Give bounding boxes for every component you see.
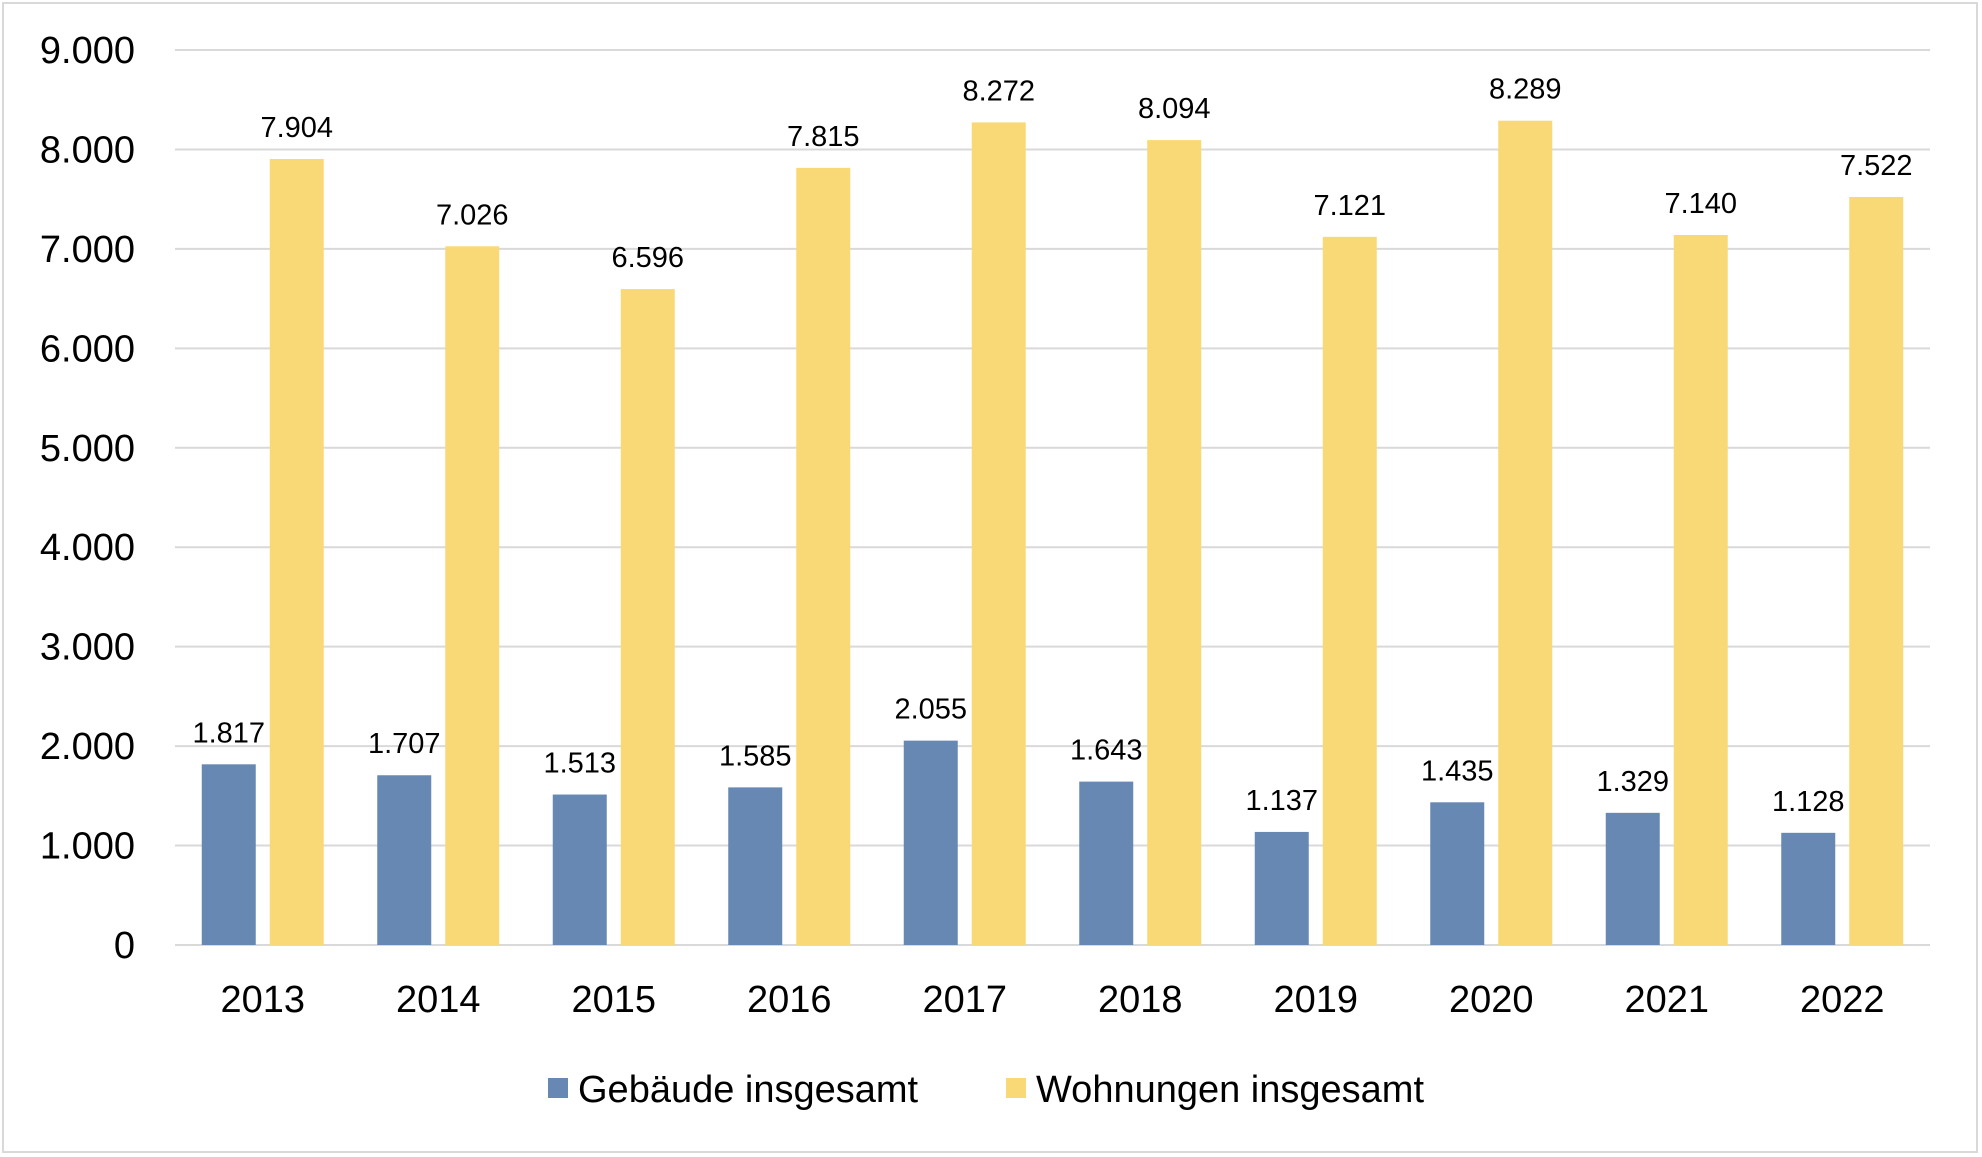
legend: Gebäude insgesamt Wohnungen insgesamt bbox=[548, 1069, 1424, 1111]
data-label-wohnungen-2015: 6.596 bbox=[611, 242, 684, 274]
gridlines bbox=[175, 49, 1930, 946]
y-tick-label: 3.000 bbox=[40, 627, 135, 669]
y-tick-label: 7.000 bbox=[40, 229, 135, 271]
x-tick-label: 2022 bbox=[1800, 979, 1885, 1021]
y-axis-tick-labels: 0 1.000 2.000 3.000 4.000 5.000 6.000 7.000 8.00… bbox=[40, 30, 135, 967]
data-label-wohnungen-2016: 7.815 bbox=[787, 121, 860, 153]
bar-gebaeude-2021 bbox=[1605, 812, 1660, 945]
bar-wohnungen-2015 bbox=[620, 289, 675, 945]
bar-wohnungen-2021 bbox=[1673, 234, 1728, 945]
y-tick-label: 0 bbox=[114, 925, 135, 967]
bar-wohnungen-2022 bbox=[1849, 196, 1904, 945]
data-label-gebaeude-2017: 2.055 bbox=[894, 694, 967, 726]
data-labels: 1.817 7.904 1.707 7.026 1.513 6.596 1.585 7.815… bbox=[192, 74, 1912, 818]
x-tick-label: 2016 bbox=[747, 979, 832, 1021]
bar-wohnungen-2020 bbox=[1498, 120, 1553, 945]
legend-swatch-wohnungen bbox=[1006, 1078, 1026, 1098]
data-label-gebaeude-2013: 1.817 bbox=[192, 717, 265, 749]
bar-gebaeude-2013 bbox=[201, 764, 256, 945]
data-label-wohnungen-2014: 7.026 bbox=[436, 199, 509, 231]
x-tick-label: 2014 bbox=[396, 979, 481, 1021]
bar-gebaeude-2020 bbox=[1430, 802, 1485, 945]
y-tick-label: 5.000 bbox=[40, 428, 135, 470]
y-tick-label: 1.000 bbox=[40, 826, 135, 868]
y-tick-label: 4.000 bbox=[40, 527, 135, 569]
x-tick-label: 2015 bbox=[571, 979, 656, 1021]
data-label-gebaeude-2019: 1.137 bbox=[1245, 785, 1318, 817]
data-label-gebaeude-2015: 1.513 bbox=[543, 748, 616, 780]
data-label-wohnungen-2022: 7.522 bbox=[1840, 150, 1913, 182]
bar-wohnungen-2016 bbox=[796, 167, 851, 945]
x-axis-tick-labels: 2013 2014 2015 2016 2017 2018 2019 2020 2021 2022 bbox=[220, 979, 1884, 1021]
data-label-gebaeude-2016: 1.585 bbox=[719, 740, 792, 772]
bar-wohnungen-2019 bbox=[1322, 236, 1377, 946]
y-tick-label: 2.000 bbox=[40, 726, 135, 768]
x-tick-label: 2021 bbox=[1624, 979, 1709, 1021]
bar-gebaeude-2019 bbox=[1254, 831, 1309, 945]
bar-wohnungen-2014 bbox=[445, 246, 500, 945]
bars bbox=[201, 120, 1904, 946]
bar-gebaeude-2016 bbox=[728, 787, 783, 945]
bar-wohnungen-2018 bbox=[1147, 140, 1202, 945]
y-tick-label: 8.000 bbox=[40, 129, 135, 171]
bar-gebaeude-2015 bbox=[552, 794, 607, 945]
data-label-gebaeude-2022: 1.128 bbox=[1772, 786, 1845, 818]
legend-swatch-gebaeude bbox=[548, 1078, 568, 1098]
data-label-wohnungen-2018: 8.094 bbox=[1138, 93, 1211, 125]
data-label-gebaeude-2018: 1.643 bbox=[1070, 735, 1143, 767]
data-label-gebaeude-2014: 1.707 bbox=[368, 728, 441, 760]
x-tick-label: 2019 bbox=[1273, 979, 1358, 1021]
x-tick-label: 2013 bbox=[220, 979, 305, 1021]
legend-label-wohnungen: Wohnungen insgesamt bbox=[1036, 1069, 1424, 1111]
x-tick-label: 2017 bbox=[922, 979, 1007, 1021]
y-tick-label: 9.000 bbox=[40, 30, 135, 72]
data-label-gebaeude-2020: 1.435 bbox=[1421, 755, 1494, 787]
x-tick-label: 2018 bbox=[1098, 979, 1183, 1021]
bar-gebaeude-2017 bbox=[903, 740, 958, 945]
x-tick-label: 2020 bbox=[1449, 979, 1534, 1021]
data-label-wohnungen-2021: 7.140 bbox=[1664, 188, 1737, 220]
data-label-wohnungen-2013: 7.904 bbox=[260, 112, 333, 144]
bar-gebaeude-2022 bbox=[1781, 832, 1836, 945]
data-label-wohnungen-2017: 8.272 bbox=[962, 75, 1035, 107]
bar-gebaeude-2018 bbox=[1079, 781, 1134, 945]
bar-gebaeude-2014 bbox=[377, 775, 432, 945]
data-label-wohnungen-2020: 8.289 bbox=[1489, 74, 1562, 106]
data-label-gebaeude-2021: 1.329 bbox=[1596, 766, 1669, 798]
bar-wohnungen-2017 bbox=[971, 122, 1026, 945]
bar-wohnungen-2013 bbox=[269, 158, 324, 946]
legend-label-gebaeude: Gebäude insgesamt bbox=[578, 1069, 919, 1111]
data-label-wohnungen-2019: 7.121 bbox=[1313, 190, 1386, 222]
y-tick-label: 6.000 bbox=[40, 328, 135, 370]
